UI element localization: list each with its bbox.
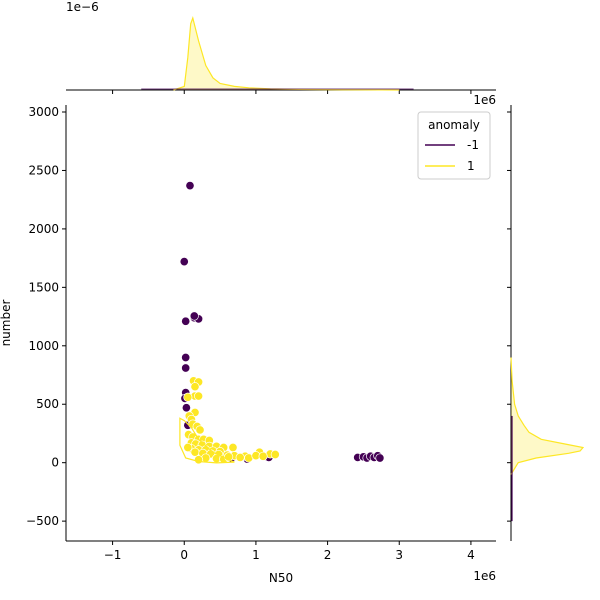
y-tick-label: 2000 (28, 222, 59, 236)
scatter-point-anomaly-neg (185, 181, 195, 191)
x-axis-title: N50 (269, 571, 293, 585)
x-tick-label: 2 (324, 548, 332, 562)
scatter-point-anomaly-pos (183, 442, 193, 453)
legend: anomaly -1 1 (417, 111, 491, 180)
y-tick-label: 3000 (28, 105, 59, 119)
top-marginal-kde-fill (173, 18, 400, 90)
scatter-point-anomaly-neg (181, 316, 191, 326)
y-tick-label: 0 (51, 456, 59, 470)
y-axis-title: number (0, 300, 13, 347)
scatter-point-anomaly-neg (181, 352, 191, 363)
right-marginal-kde-fill (511, 357, 583, 475)
x-tick-label: 3 (395, 548, 403, 562)
scatter-point-anomaly-neg (181, 363, 191, 373)
x-ticks: −1 0 1 2 3 4 (104, 541, 475, 562)
y-tick-label: −500 (26, 514, 59, 528)
x-offset-text: 1e6 (473, 569, 496, 583)
scatter-point-anomaly-neg (375, 453, 385, 463)
scatter-point-anomaly-pos (258, 451, 268, 461)
y-tick-label: 2500 (28, 163, 59, 177)
scatter-point-anomaly-pos (194, 391, 204, 401)
top-marginal-ticks (112, 90, 472, 94)
right-marginal-ticks (507, 111, 511, 522)
top-marginal-axes: 1e−6 (66, 0, 496, 94)
series-anomaly-neg (179, 181, 385, 464)
scatter-point-anomaly-neg (179, 257, 189, 267)
x-tick-label: −1 (104, 548, 122, 562)
x-tick-label: 1 (252, 548, 260, 562)
scatter-point-anomaly-pos (183, 392, 193, 402)
legend-label-neg: -1 (467, 138, 479, 152)
y-ticks: −500 0 500 1000 1500 2000 2500 3000 (26, 105, 66, 528)
scatter-point-anomaly-pos (270, 449, 280, 460)
y-tick-label: 1000 (28, 339, 59, 353)
x-tick-label: 0 (180, 548, 188, 562)
legend-label-pos: 1 (467, 159, 475, 173)
scatter-point-anomaly-neg (189, 311, 199, 321)
right-marginal-axes: 1e6 (473, 93, 585, 541)
scatter-point-anomaly-pos (190, 382, 200, 392)
scatter-point-anomaly-pos (195, 425, 205, 435)
kde-contour (179, 417, 235, 464)
scatter-point-anomaly-neg (181, 403, 191, 413)
right-marginal-kde-line (510, 357, 585, 475)
legend-title: anomaly (428, 118, 480, 132)
y-tick-label: 500 (36, 397, 59, 411)
scatter-point-anomaly-pos (190, 447, 200, 457)
x-tick-label: 4 (467, 548, 475, 562)
scatter-point-anomaly-pos (194, 455, 204, 465)
main-axes: −1 0 1 2 3 4 −500 0 500 1000 1500 2000 2500 3000 N50… (0, 105, 496, 585)
series-anomaly-pos (183, 376, 280, 465)
top-marginal-offset-text: 1e−6 (66, 0, 99, 14)
scatter-point-anomaly-pos (228, 442, 238, 453)
right-marginal-offset-text: 1e6 (473, 93, 496, 107)
scatter-point-anomaly-pos (235, 452, 245, 462)
y-tick-label: 1500 (28, 280, 59, 294)
